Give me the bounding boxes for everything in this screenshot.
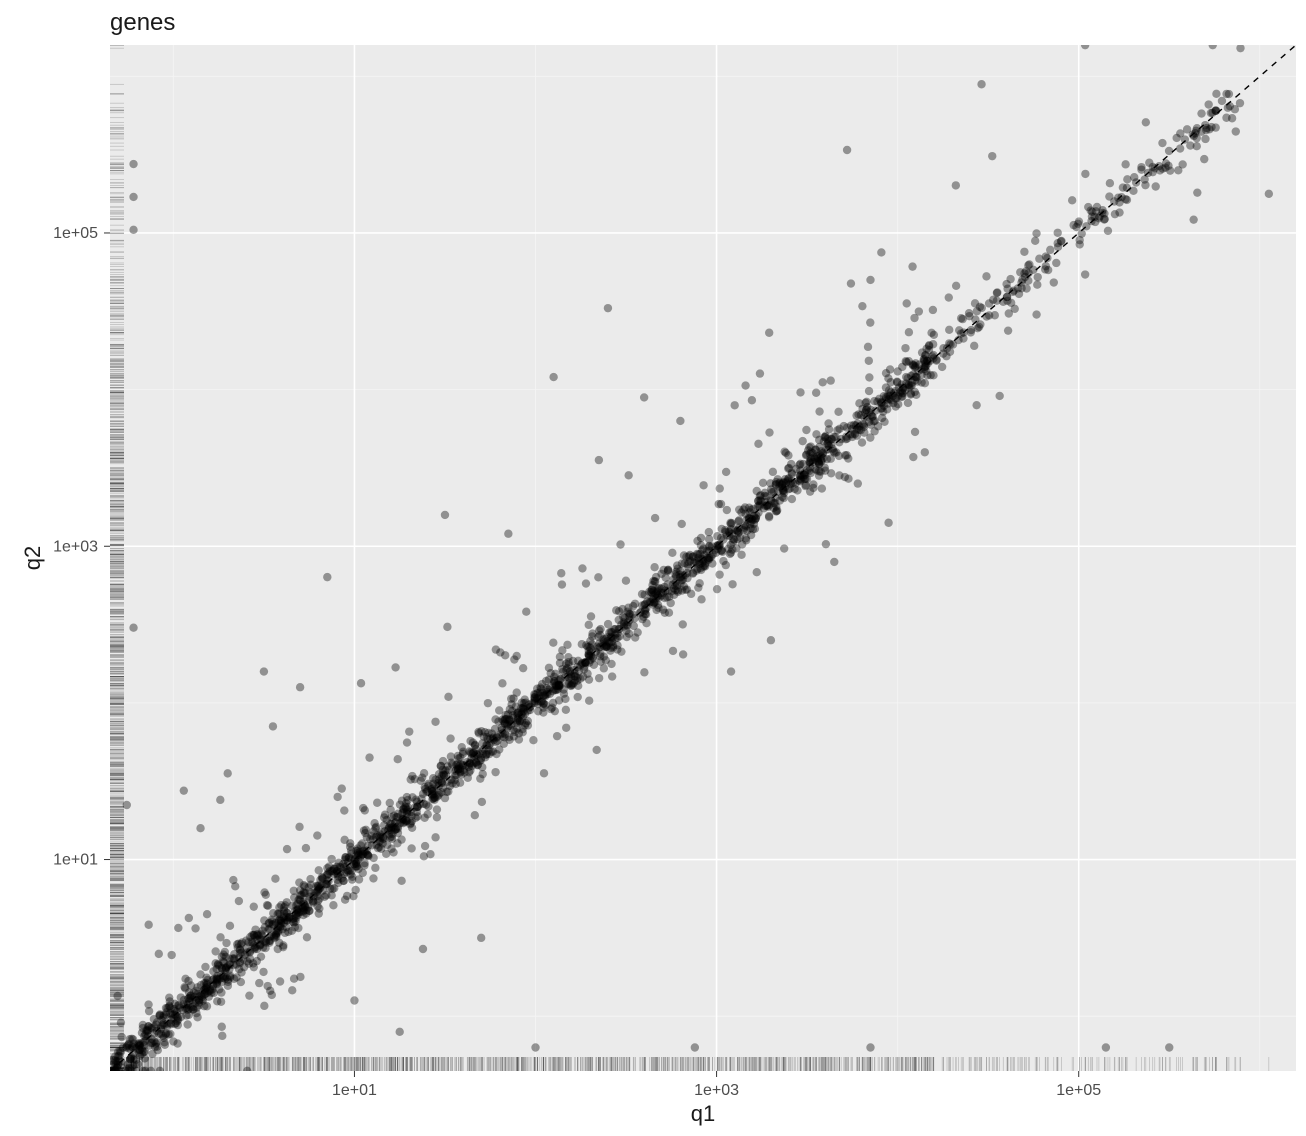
x-axis-label: q1 — [691, 1101, 715, 1126]
y-tick-label: 1e+01 — [53, 852, 98, 869]
x-tick-label: 1e+03 — [694, 1082, 739, 1099]
chart-title: genes — [110, 9, 175, 36]
y-tick-label: 1e+03 — [53, 538, 98, 555]
x-tick-label: 1e+05 — [1056, 1082, 1101, 1099]
y-axis-label: q2 — [20, 546, 45, 570]
x-tick-label: 1e+01 — [332, 1082, 377, 1099]
chart-svg: 1e+01 1e+03 1e+05 1e+01 1e+03 1e+05 q1 q2 genes — [0, 0, 1306, 1136]
scatter-chart: 1e+01 1e+03 1e+05 1e+01 1e+03 1e+05 q1 q2 genes — [0, 0, 1306, 1136]
y-tick-label: 1e+05 — [53, 225, 98, 242]
